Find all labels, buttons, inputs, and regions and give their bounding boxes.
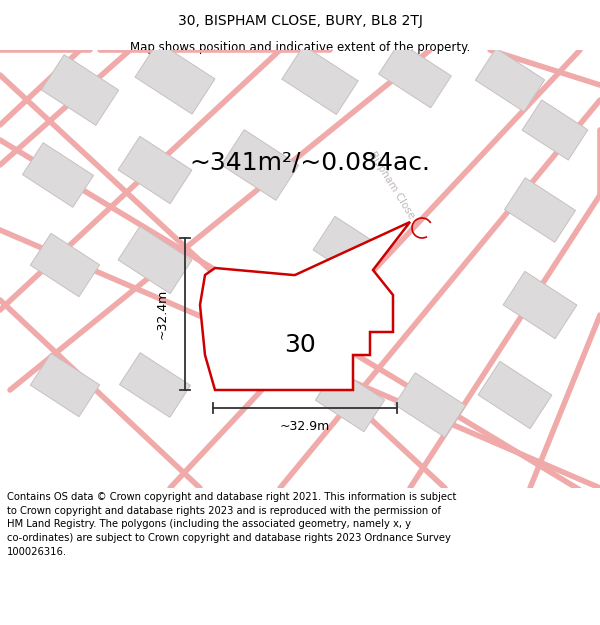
- Text: Map shows position and indicative extent of the property.: Map shows position and indicative extent…: [130, 41, 470, 54]
- Text: ~341m²/~0.084ac.: ~341m²/~0.084ac.: [190, 150, 431, 174]
- Text: ~32.9m: ~32.9m: [280, 421, 330, 434]
- Bar: [522, 100, 588, 160]
- Bar: [22, 142, 94, 208]
- Bar: [31, 233, 100, 297]
- Bar: [394, 372, 466, 438]
- Bar: [118, 226, 192, 294]
- Polygon shape: [200, 222, 410, 390]
- Bar: [119, 352, 191, 418]
- Text: 30, BISPHAM CLOSE, BURY, BL8 2TJ: 30, BISPHAM CLOSE, BURY, BL8 2TJ: [178, 14, 422, 28]
- Bar: [41, 54, 119, 126]
- Bar: [316, 368, 385, 432]
- Text: ~32.4m: ~32.4m: [155, 289, 169, 339]
- Text: Bispham Close: Bispham Close: [367, 149, 417, 221]
- Bar: [379, 42, 451, 108]
- Bar: [478, 361, 552, 429]
- Bar: [505, 177, 575, 242]
- Bar: [221, 129, 299, 201]
- Text: 30: 30: [284, 333, 316, 357]
- Text: Contains OS data © Crown copyright and database right 2021. This information is : Contains OS data © Crown copyright and d…: [7, 492, 457, 556]
- Bar: [282, 46, 358, 114]
- Bar: [503, 271, 577, 339]
- Bar: [475, 48, 545, 112]
- Bar: [31, 353, 100, 417]
- Bar: [118, 136, 192, 204]
- Bar: [313, 216, 387, 284]
- Bar: [135, 42, 215, 114]
